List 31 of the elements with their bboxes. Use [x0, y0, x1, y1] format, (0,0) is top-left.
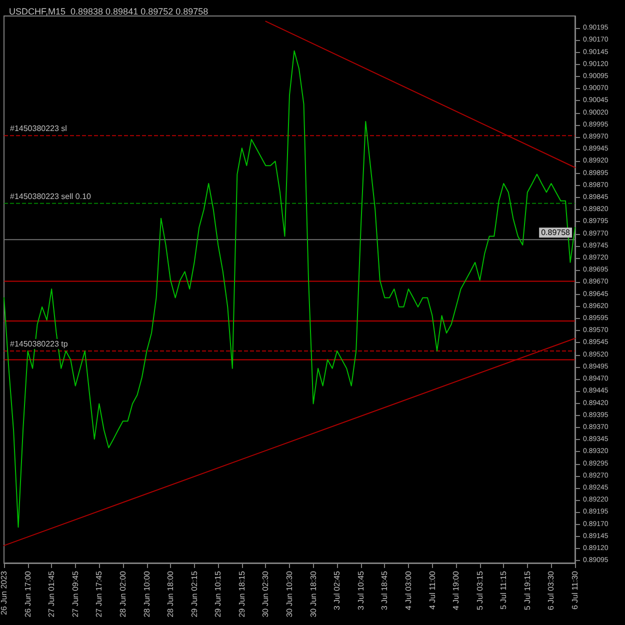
- x-tick-label: 29 Jun 02:15: [190, 570, 199, 618]
- x-tick-label: 28 Jun 10:00: [142, 570, 152, 618]
- x-tick-label: 3 Jul 10:45: [356, 570, 366, 610]
- ref-line-label: #1450380223 sell 0.10: [10, 192, 92, 201]
- ref-line-label: 0.89758: [541, 228, 571, 238]
- x-tick-label: 29 Jun 18:15: [237, 570, 246, 618]
- ref-line-label: #1450380223 sl: [10, 124, 68, 134]
- x-tick-label: 3 Jul 18:45: [380, 570, 390, 610]
- x-tick-label: 6 Jul 03:30: [546, 570, 556, 610]
- x-tick-label: 27 Jun 17:45: [94, 570, 104, 618]
- x-tick-label: 4 Jul 19:00: [452, 570, 461, 610]
- x-tick-label: 28 Jun 18:00: [166, 570, 176, 618]
- x-tick-label: 30 Jun 10:30: [285, 570, 294, 618]
- x-tick-label: 27 Jun 01:45: [47, 570, 56, 618]
- x-tick-label: 3 Jul 02:45: [332, 570, 342, 610]
- line-series: [4, 50, 576, 528]
- x-tick-label: 26 Jun 17:00: [23, 570, 32, 618]
- x-tick-label: 28 Jun 02:00: [118, 570, 128, 618]
- chart-title: USDCHF,M15 0.89838 0.89841 0.89752 0.89758: [9, 6, 208, 16]
- x-tick-label: 30 Jun 02:30: [261, 570, 270, 618]
- x-tick-label: 4 Jul 03:00: [404, 570, 413, 610]
- x-tick-label: 26 Jun 2023: [0, 570, 8, 616]
- x-tick-label: 5 Jul 03:15: [475, 570, 484, 610]
- x-tick-label: 5 Jul 19:15: [522, 570, 532, 610]
- x-tick-label: 29 Jun 10:15: [214, 570, 223, 618]
- x-tick-label: 27 Jun 09:45: [70, 570, 80, 618]
- x-tick-label: 6 Jul 11:30: [570, 570, 580, 610]
- x-tick-label: 30 Jun 18:30: [308, 570, 318, 618]
- x-tick-label: 4 Jul 11:00: [428, 570, 437, 610]
- x-tick-label: 5 Jul 11:15: [499, 570, 508, 610]
- ref-line-label: #1450380223 tp: [10, 339, 68, 348]
